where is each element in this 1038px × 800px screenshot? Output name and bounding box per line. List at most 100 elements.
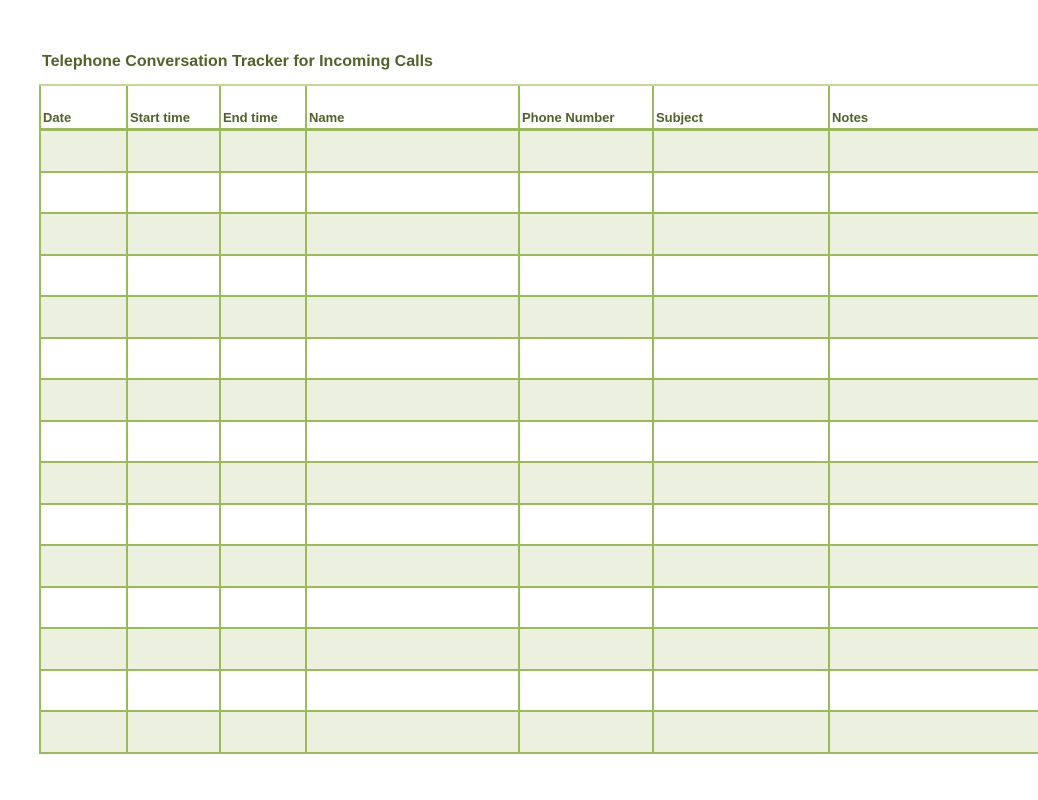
cell-name[interactable]: [305, 254, 520, 297]
cell-date[interactable]: [39, 337, 128, 380]
cell-subject[interactable]: [652, 628, 830, 671]
cell-name[interactable]: [305, 503, 520, 546]
cell-subject[interactable]: [652, 462, 830, 505]
cell-name[interactable]: [305, 669, 520, 712]
cell-name[interactable]: [305, 379, 520, 422]
cell-date[interactable]: [39, 628, 128, 671]
cell-date[interactable]: [39, 545, 128, 588]
cell-name[interactable]: [305, 586, 520, 629]
cell-end-time[interactable]: [219, 213, 307, 256]
cell-date[interactable]: [39, 379, 128, 422]
cell-subject[interactable]: [652, 545, 830, 588]
cell-date[interactable]: [39, 420, 128, 463]
cell-name[interactable]: [305, 628, 520, 671]
cell-start-time[interactable]: [126, 545, 221, 588]
cell-subject[interactable]: [652, 171, 830, 214]
cell-subject[interactable]: [652, 379, 830, 422]
cell-notes[interactable]: [828, 545, 1038, 588]
cell-subject[interactable]: [652, 337, 830, 380]
cell-subject[interactable]: [652, 254, 830, 297]
cell-notes[interactable]: [828, 337, 1038, 380]
cell-end-time[interactable]: [219, 586, 307, 629]
cell-notes[interactable]: [828, 503, 1038, 546]
cell-subject[interactable]: [652, 586, 830, 629]
cell-date[interactable]: [39, 669, 128, 712]
cell-end-time[interactable]: [219, 254, 307, 297]
cell-subject[interactable]: [652, 420, 830, 463]
cell-phone-number[interactable]: [518, 171, 654, 214]
cell-name[interactable]: [305, 129, 520, 173]
cell-date[interactable]: [39, 213, 128, 256]
cell-date[interactable]: [39, 711, 128, 754]
cell-start-time[interactable]: [126, 254, 221, 297]
cell-start-time[interactable]: [126, 129, 221, 173]
cell-start-time[interactable]: [126, 503, 221, 546]
cell-start-time[interactable]: [126, 586, 221, 629]
cell-end-time[interactable]: [219, 711, 307, 754]
cell-name[interactable]: [305, 337, 520, 380]
cell-start-time[interactable]: [126, 462, 221, 505]
cell-name[interactable]: [305, 213, 520, 256]
cell-notes[interactable]: [828, 462, 1038, 505]
cell-phone-number[interactable]: [518, 420, 654, 463]
cell-notes[interactable]: [828, 171, 1038, 214]
cell-notes[interactable]: [828, 420, 1038, 463]
cell-subject[interactable]: [652, 129, 830, 173]
cell-name[interactable]: [305, 296, 520, 339]
cell-notes[interactable]: [828, 711, 1038, 754]
cell-phone-number[interactable]: [518, 213, 654, 256]
cell-notes[interactable]: [828, 296, 1038, 339]
cell-start-time[interactable]: [126, 337, 221, 380]
cell-start-time[interactable]: [126, 213, 221, 256]
cell-phone-number[interactable]: [518, 296, 654, 339]
cell-notes[interactable]: [828, 379, 1038, 422]
cell-notes[interactable]: [828, 254, 1038, 297]
cell-end-time[interactable]: [219, 545, 307, 588]
cell-name[interactable]: [305, 171, 520, 214]
cell-end-time[interactable]: [219, 503, 307, 546]
cell-phone-number[interactable]: [518, 628, 654, 671]
cell-notes[interactable]: [828, 586, 1038, 629]
cell-date[interactable]: [39, 586, 128, 629]
cell-phone-number[interactable]: [518, 669, 654, 712]
cell-subject[interactable]: [652, 669, 830, 712]
cell-notes[interactable]: [828, 213, 1038, 256]
cell-phone-number[interactable]: [518, 462, 654, 505]
cell-date[interactable]: [39, 254, 128, 297]
cell-end-time[interactable]: [219, 669, 307, 712]
cell-start-time[interactable]: [126, 420, 221, 463]
cell-date[interactable]: [39, 129, 128, 173]
cell-end-time[interactable]: [219, 337, 307, 380]
cell-subject[interactable]: [652, 296, 830, 339]
cell-phone-number[interactable]: [518, 503, 654, 546]
cell-end-time[interactable]: [219, 420, 307, 463]
cell-end-time[interactable]: [219, 462, 307, 505]
cell-start-time[interactable]: [126, 171, 221, 214]
cell-phone-number[interactable]: [518, 254, 654, 297]
cell-phone-number[interactable]: [518, 586, 654, 629]
cell-end-time[interactable]: [219, 171, 307, 214]
cell-notes[interactable]: [828, 669, 1038, 712]
cell-start-time[interactable]: [126, 379, 221, 422]
cell-phone-number[interactable]: [518, 545, 654, 588]
cell-phone-number[interactable]: [518, 711, 654, 754]
cell-end-time[interactable]: [219, 129, 307, 173]
cell-end-time[interactable]: [219, 296, 307, 339]
cell-start-time[interactable]: [126, 711, 221, 754]
cell-start-time[interactable]: [126, 628, 221, 671]
cell-name[interactable]: [305, 711, 520, 754]
cell-start-time[interactable]: [126, 669, 221, 712]
cell-phone-number[interactable]: [518, 129, 654, 173]
cell-date[interactable]: [39, 171, 128, 214]
cell-phone-number[interactable]: [518, 379, 654, 422]
cell-name[interactable]: [305, 462, 520, 505]
cell-name[interactable]: [305, 545, 520, 588]
cell-notes[interactable]: [828, 129, 1038, 173]
cell-end-time[interactable]: [219, 379, 307, 422]
cell-notes[interactable]: [828, 628, 1038, 671]
cell-phone-number[interactable]: [518, 337, 654, 380]
cell-start-time[interactable]: [126, 296, 221, 339]
cell-name[interactable]: [305, 420, 520, 463]
cell-date[interactable]: [39, 503, 128, 546]
cell-end-time[interactable]: [219, 628, 307, 671]
